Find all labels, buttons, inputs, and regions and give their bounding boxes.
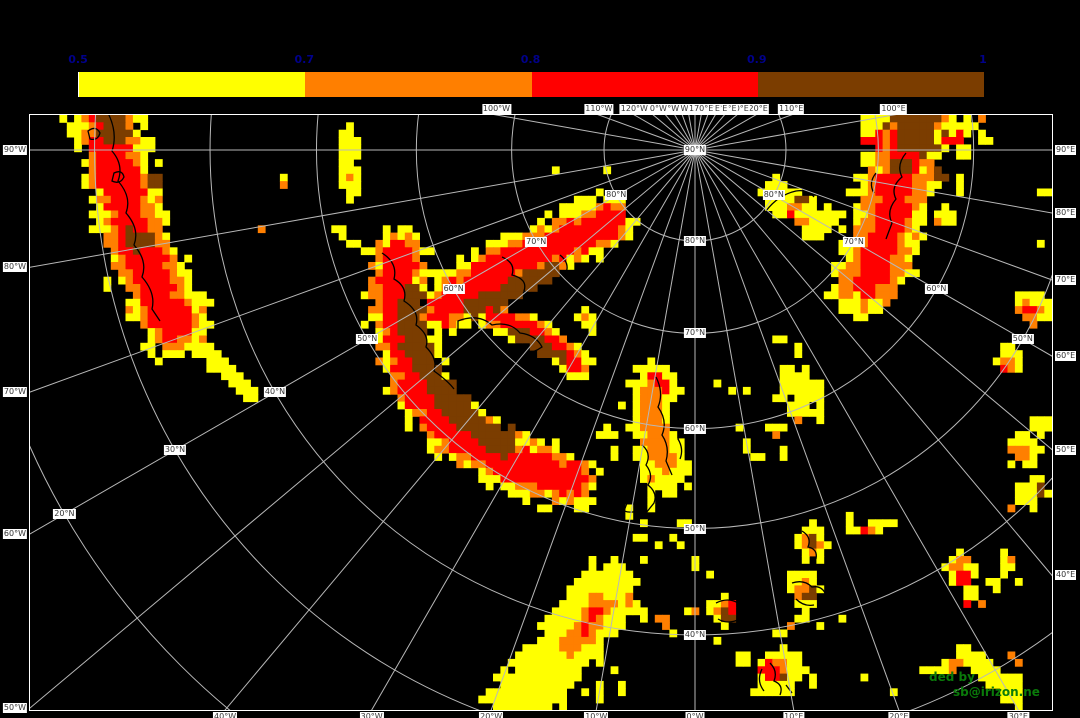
coastline-path	[260, 285, 302, 305]
meridian--40	[224, 149, 696, 710]
meridian--20	[490, 149, 696, 710]
probability-field	[59, 115, 1052, 710]
colorbar-segment-2	[531, 72, 758, 97]
meridian-label: 110°W	[584, 104, 614, 114]
meridian-label: 20°W	[479, 712, 504, 718]
meridian-10	[694, 149, 795, 710]
colorbar-segment-3	[757, 72, 984, 97]
meridian-label: 10°W	[584, 712, 609, 718]
colorbar-segment-1	[305, 72, 532, 97]
coastline-path	[501, 256, 547, 296]
meridian-label: 70°W	[2, 387, 27, 398]
coastline-path	[481, 346, 559, 374]
latitude-label: 40°N	[263, 387, 287, 398]
coastline-path	[715, 599, 743, 623]
meridian-label: 130°W	[638, 104, 668, 114]
coastline-path	[885, 152, 907, 240]
coastline-path	[641, 444, 656, 514]
map-canvas	[30, 115, 1052, 710]
meridian-label: 90°W	[2, 145, 27, 155]
latitude-label: 70°N	[683, 328, 707, 339]
coastline-path	[111, 171, 125, 183]
meridian-label: 10°E	[783, 712, 805, 718]
latitude-label: 60°N	[683, 423, 707, 434]
meridian--10	[595, 149, 696, 710]
coastline-path	[677, 414, 683, 460]
latitude-label: 80°N	[762, 190, 785, 201]
meridian-label: 60°E	[1055, 351, 1077, 362]
latitude-label: 60°N	[442, 284, 465, 295]
meridian-80	[694, 149, 1052, 214]
meridian-label: 120°E	[742, 104, 769, 114]
latitude-label: 50°N	[1011, 334, 1034, 345]
meridian--60	[30, 149, 696, 535]
meridian-label: 90°E	[1055, 145, 1077, 155]
coastlines	[87, 115, 907, 696]
coastline-path	[791, 581, 827, 607]
meridian-30	[694, 149, 1019, 710]
latitude-label: 20°N	[53, 509, 76, 520]
meridian-label: 100°E	[880, 104, 907, 114]
latitude-label: 70°N	[842, 236, 865, 247]
meridian-label: 50°W	[2, 703, 27, 713]
meridian-40	[694, 149, 1052, 577]
meridian--80	[30, 149, 696, 268]
meridian--30	[371, 149, 696, 710]
watermark-line1: ded by	[929, 670, 975, 684]
colorbar-tick: 0.8	[520, 53, 541, 66]
coastline-path	[381, 252, 455, 390]
coastline-path	[108, 115, 161, 322]
watermark-line2: sb@irizon.ne	[953, 685, 1040, 699]
meridian-label: 80°W	[2, 262, 27, 273]
colorbar-segment-0	[79, 72, 306, 97]
colorbar-tick: 1	[979, 53, 987, 66]
meridian-label: 70°E	[1055, 274, 1077, 285]
latitude-label: 30°N	[163, 445, 187, 456]
meridian-label: 40°W	[213, 712, 238, 718]
meridian-label: 30°W	[359, 712, 384, 718]
meridian-label: 110°E	[777, 104, 805, 114]
meridian-60	[694, 149, 1052, 357]
meridian-label: 50°E	[1055, 444, 1077, 455]
colorbar-tick: 0.7	[294, 53, 315, 66]
coastline-path	[525, 205, 543, 212]
coastline-path	[87, 127, 101, 141]
latitude-label: 40°N	[683, 629, 707, 640]
meridian-label: 30°E	[1007, 712, 1029, 718]
coastline-path	[457, 317, 543, 356]
colorbar-tick: 0.5	[68, 53, 88, 66]
latitude-label: 80°N	[605, 190, 628, 201]
meridian-label: 120°W	[619, 104, 649, 114]
meridian-label: 60°W	[2, 528, 27, 539]
meridian--70	[30, 149, 696, 393]
colorbar-bar	[78, 72, 984, 97]
coastline-path	[655, 376, 673, 476]
meridian--50	[30, 149, 696, 709]
meridian-label: 80°E	[1055, 207, 1077, 218]
latitude-label: 60°N	[925, 284, 948, 295]
map-panel: 180°W170°W160°W150°W140°W130°W120°W110°W…	[2, 104, 1077, 718]
coastline-path	[870, 172, 877, 194]
meridian-20	[694, 149, 900, 710]
meridian-label: 40°E	[1055, 570, 1077, 581]
pole-label: 90°N	[683, 145, 707, 155]
meridian--160	[681, 115, 696, 151]
latitude-label: 70°N	[525, 236, 548, 247]
coastline-path	[623, 494, 645, 513]
meridian-label: 0°W	[685, 712, 705, 718]
colorbar-tick: 0.9	[747, 53, 767, 66]
coastline-path	[765, 189, 815, 212]
meridian-label: 20°E	[888, 712, 910, 718]
meridian-label: 170°E	[687, 104, 715, 114]
meridian-70	[694, 149, 1052, 281]
coastline-path	[789, 530, 817, 568]
meridian-50	[694, 149, 1052, 451]
meridian-label: 100°W	[481, 104, 512, 114]
latitude-label: 50°N	[683, 523, 707, 534]
meridian--150	[674, 115, 696, 151]
latitude-label: 50°N	[356, 334, 379, 345]
coastline-path	[559, 254, 568, 274]
latitude-label: 80°N	[683, 235, 707, 246]
